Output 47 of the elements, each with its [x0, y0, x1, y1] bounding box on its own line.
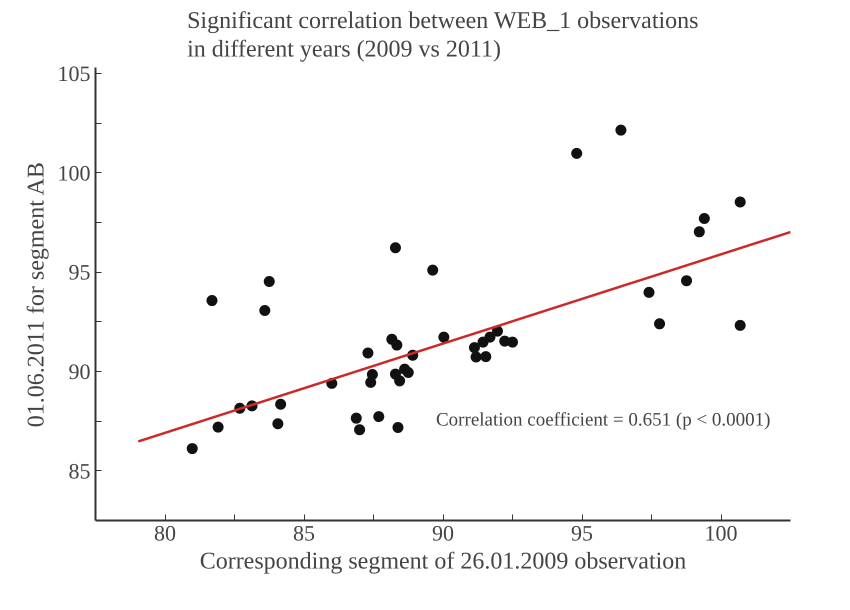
x-tick-label: 90	[432, 520, 454, 546]
point	[392, 422, 404, 434]
point	[272, 418, 284, 430]
y-tick-label: 95	[68, 260, 90, 285]
point	[644, 286, 654, 298]
point	[470, 351, 482, 362]
point	[206, 295, 218, 306]
point	[427, 264, 438, 276]
point	[615, 124, 626, 136]
x-tick-label: 95	[571, 520, 593, 546]
point	[394, 375, 406, 386]
point	[212, 422, 224, 433]
point	[480, 351, 492, 362]
point	[438, 332, 450, 343]
point	[390, 242, 401, 254]
y-tick-label: 100	[58, 160, 90, 186]
point	[354, 424, 366, 436]
point	[362, 348, 374, 358]
point	[734, 320, 746, 331]
x-tick-label: 85	[293, 520, 315, 546]
point	[468, 342, 480, 354]
point	[694, 226, 705, 238]
y-tick-label: 90	[68, 358, 90, 384]
y-tick-label: 85	[68, 458, 90, 484]
point	[275, 398, 286, 410]
x-tick-label: 80	[154, 520, 176, 546]
y-tick-label: 105	[58, 60, 90, 86]
x-axis-title: Corresponding segment of 26.01.2009 observation	[200, 548, 686, 574]
point	[391, 340, 402, 351]
point	[402, 366, 414, 378]
point	[698, 213, 710, 224]
point	[734, 196, 746, 208]
x-tick-label: 100	[704, 520, 738, 546]
point	[264, 276, 275, 287]
point	[350, 412, 362, 424]
point	[186, 443, 198, 454]
point	[484, 332, 496, 343]
point	[507, 336, 518, 348]
y-axis-title: 01.06.2011 for segment AB	[24, 162, 50, 428]
point	[571, 148, 582, 159]
annotation: Correlation coefficient = 0.651 (p < 0.0001)	[436, 410, 771, 430]
chart-title: Significant correlation between WEB_1 observations in different years (2009 vs 2011)	[187, 8, 698, 62]
point	[365, 376, 376, 388]
point	[654, 318, 666, 330]
point	[259, 305, 270, 316]
point	[681, 275, 692, 286]
point	[373, 411, 384, 422]
